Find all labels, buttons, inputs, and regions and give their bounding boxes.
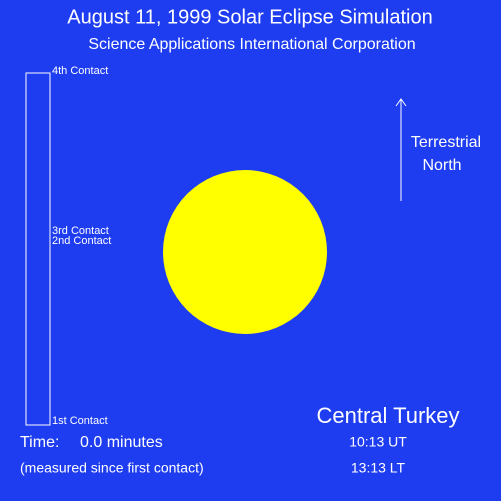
contact-label: 4th Contact [52,65,108,77]
sun [163,170,327,334]
location: Central Turkey [316,403,459,428]
contact-label: 3rd Contact [52,225,109,237]
time-label: Time: [20,434,59,451]
time-note: (measured since first contact) [20,460,204,476]
title: August 11, 1999 Solar Eclipse Simulation [67,6,432,28]
contact-label: 1st Contact [52,415,108,427]
progress-bar [25,72,51,426]
universal-time: 10:13 UT [349,434,407,450]
time-value: 0.0 minutes [80,434,163,451]
north-label: Terrestrial [411,134,481,151]
contact-label: 2nd Contact [52,235,111,247]
subtitle: Science Applications International Corpo… [88,36,415,53]
north-arrow [395,98,407,201]
local-time: 13:13 LT [351,460,406,476]
north-label: North [422,157,461,174]
